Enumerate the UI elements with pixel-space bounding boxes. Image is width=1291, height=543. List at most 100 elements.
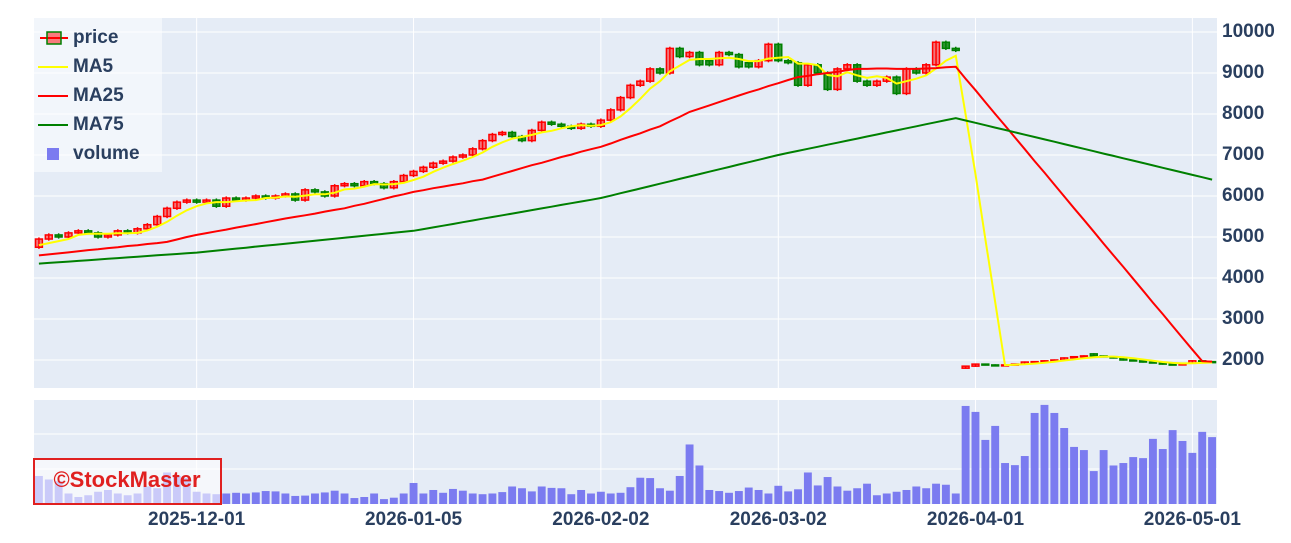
legend-label: MA25 [73, 85, 124, 106]
volume-bar [577, 489, 586, 504]
volume-bar [1001, 463, 1009, 504]
x-tick-label: 2026-01-05 [365, 509, 463, 530]
volume-bar [567, 494, 576, 504]
candle-body [192, 199, 201, 203]
candle-body [557, 123, 566, 128]
watermark: ©StockMaster [33, 458, 222, 505]
legend-label: MA5 [73, 56, 114, 77]
legend-label: price [73, 27, 118, 48]
candle-body [833, 68, 842, 91]
volume-bar [439, 492, 448, 504]
volume-bar [1188, 452, 1197, 504]
x-tick-label: 2026-02-02 [552, 509, 649, 530]
volume-bar [912, 486, 921, 504]
x-tick-label: 2026-04-01 [927, 509, 1025, 530]
volume-bar [803, 472, 812, 504]
volume-bar [1148, 438, 1157, 504]
candle-body [616, 96, 625, 111]
volume-bar [853, 488, 862, 504]
volume-bar [320, 492, 329, 504]
volume-bar [429, 489, 438, 504]
candle-body [438, 160, 448, 164]
candle-body [251, 195, 261, 199]
volume-bar [843, 490, 852, 504]
volume-bar [350, 498, 359, 504]
volume-bar [271, 491, 280, 504]
candle-body [498, 131, 507, 136]
x-tick-label: 2026-05-01 [1144, 509, 1242, 530]
candle-body [478, 139, 487, 150]
candle-body [153, 215, 162, 226]
volume-bar [626, 487, 635, 504]
volume-bar [1010, 465, 1019, 504]
volume-bar [1070, 446, 1078, 504]
candle-body [419, 166, 428, 173]
volume-bar [419, 493, 428, 504]
candle-body [537, 121, 546, 132]
volume-bar [232, 492, 241, 504]
volume-bar [449, 488, 457, 504]
volume-bar [301, 495, 310, 504]
volume-bar [370, 493, 379, 504]
candle-body [793, 61, 803, 87]
volume-bar [646, 478, 655, 504]
volume-bar [675, 475, 684, 504]
volume-bar [1040, 404, 1049, 504]
volume-bar [458, 490, 467, 504]
y-tick-label: 4000 [1222, 267, 1264, 288]
legend-label: MA75 [73, 114, 124, 135]
legend-label: volume [73, 143, 140, 164]
volume-bar [242, 493, 250, 504]
candle-body [429, 162, 438, 169]
volume-bar [784, 491, 793, 504]
volume-bar [991, 425, 1000, 504]
candle-body [340, 182, 349, 187]
watermark-text: ©StockMaster [53, 467, 200, 492]
volume-bar [380, 499, 388, 504]
candle-body [783, 59, 793, 64]
volume-bar [616, 492, 625, 504]
volume-plot-area [34, 400, 1217, 504]
candle-body [705, 59, 714, 66]
volume-bar [340, 493, 349, 504]
legend-icon [46, 31, 62, 45]
candle-body [350, 182, 359, 187]
volume-bar [833, 486, 842, 504]
candle-body [1138, 360, 1148, 363]
volume-bar [882, 493, 891, 504]
volume-bar [596, 491, 605, 504]
volume-bar [606, 493, 615, 504]
candle-body [1148, 361, 1158, 364]
candle-body [44, 234, 53, 240]
volume-bar [981, 439, 990, 504]
candle-body [74, 230, 83, 234]
volume-bar [872, 495, 881, 504]
volume-bar [725, 492, 733, 504]
volume-bar [547, 487, 556, 504]
candle-body [399, 174, 408, 183]
candle-body [458, 154, 468, 158]
legend-icon [47, 148, 59, 160]
candle-body [162, 207, 172, 218]
volume-bar [774, 485, 783, 504]
candle-body [951, 47, 960, 52]
x-tick-label: 2026-03-02 [730, 509, 827, 530]
y-tick-label: 3000 [1222, 308, 1264, 329]
volume-bar [794, 489, 802, 504]
candle-body [231, 197, 241, 201]
candle-body [636, 80, 645, 87]
candle-body [54, 234, 63, 238]
volume-bar [488, 493, 497, 504]
volume-bar [764, 493, 773, 504]
volume-bar [527, 491, 536, 504]
candle-body [182, 199, 192, 203]
volume-bar [1109, 465, 1118, 504]
volume-bar [409, 482, 418, 504]
candle-body [862, 80, 872, 87]
candle-body [488, 133, 497, 142]
y-tick-label: 9000 [1222, 62, 1264, 83]
candle-body [172, 201, 182, 210]
candle-body [774, 43, 783, 62]
volume-bar [1099, 450, 1108, 504]
candle-body [1129, 359, 1138, 362]
